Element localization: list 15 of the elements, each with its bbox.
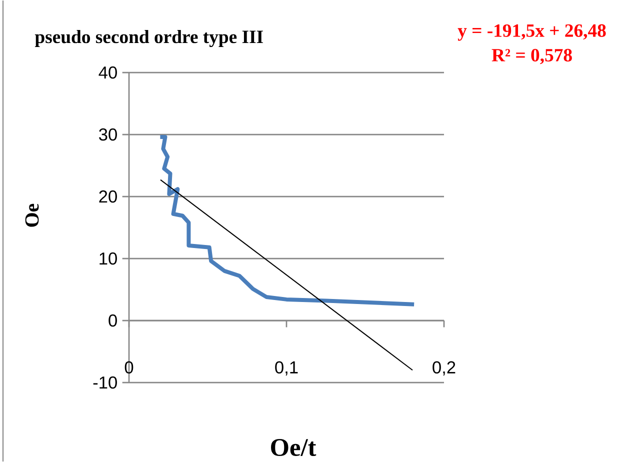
- x-tick-label: 0,2: [432, 361, 456, 376]
- y-tick-label: 20: [99, 190, 117, 203]
- x-axis-title: Oe/t: [271, 438, 316, 456]
- y-tick-label: 10: [100, 252, 117, 265]
- text: R² = 0,578: [492, 48, 572, 64]
- y-tick-label: 40: [98, 66, 117, 79]
- y-axis-title: Oe: [25, 204, 39, 227]
- chart-title: pseudo second ordre type III: [34, 30, 263, 47]
- y-tick-label: 0: [108, 314, 117, 327]
- y-tick-label: 30: [99, 128, 117, 141]
- y-tick-label: -10: [93, 376, 117, 389]
- text: y = -191,5x + 26,48: [458, 24, 606, 41]
- line-series: [158, 134, 416, 306]
- x-tick-label: 0,1: [275, 361, 298, 376]
- x-tick-label: 0: [124, 361, 134, 374]
